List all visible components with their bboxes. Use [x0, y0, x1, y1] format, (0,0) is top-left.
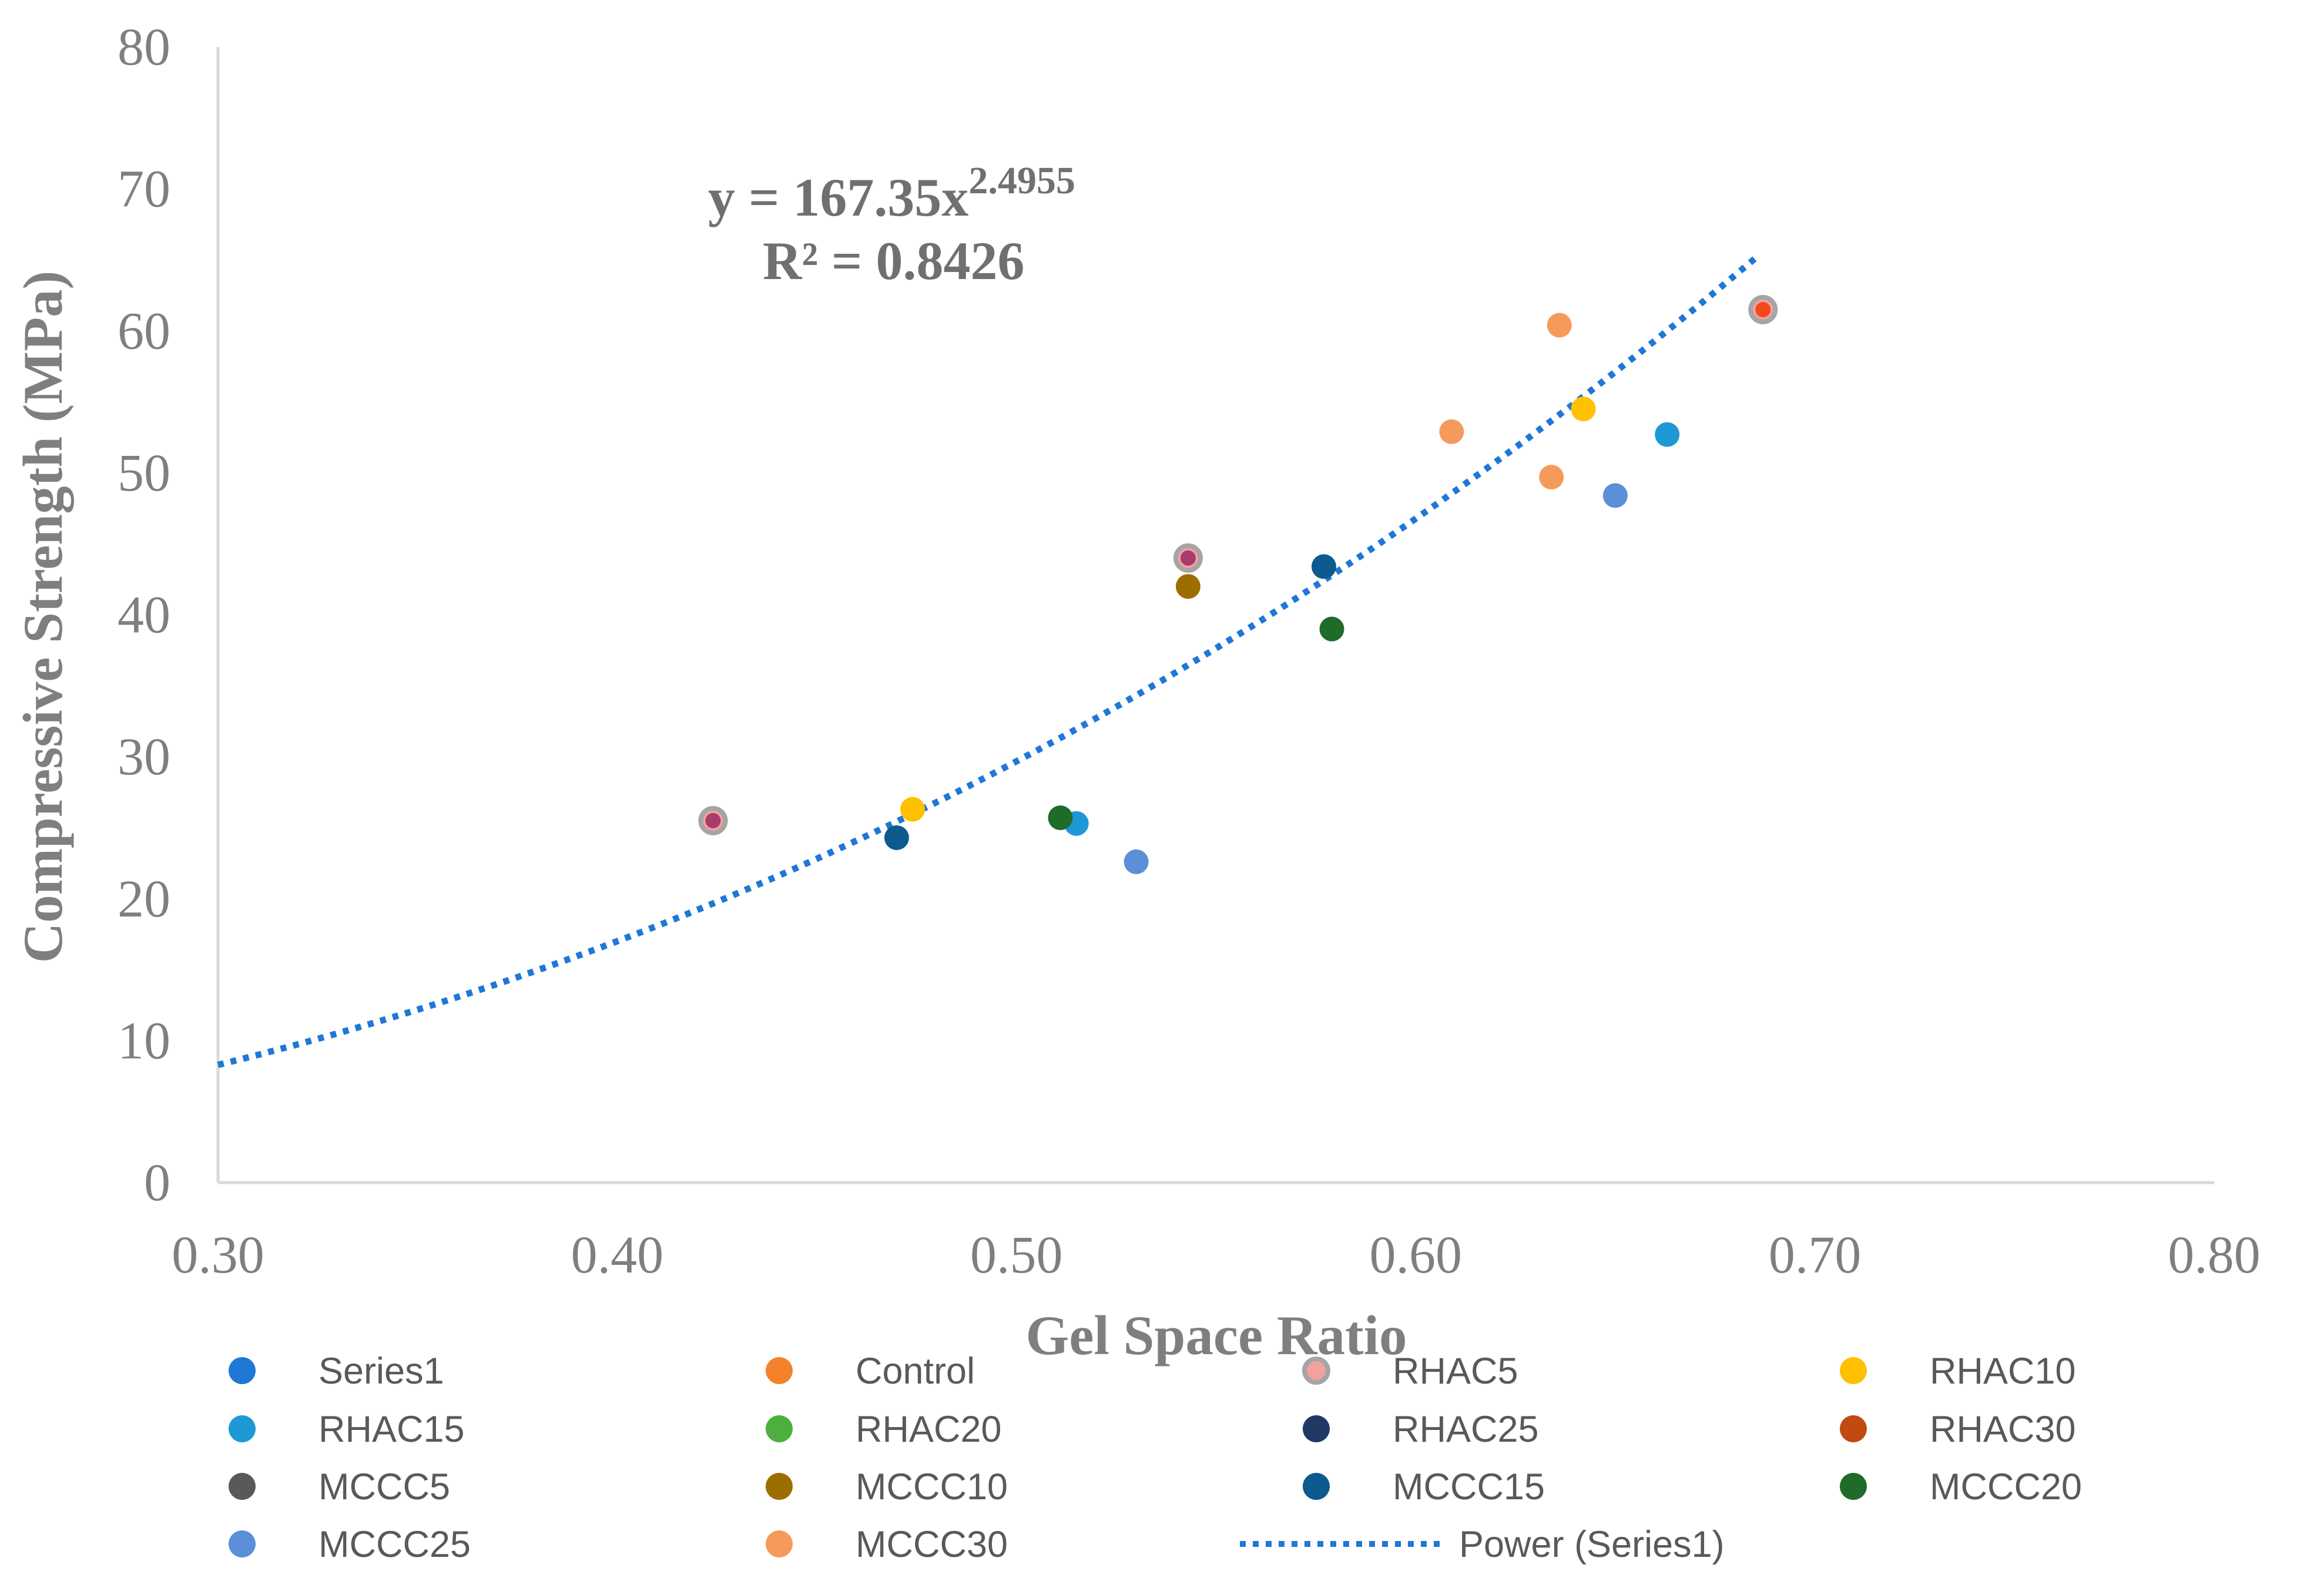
y-tick-label: 20: [118, 870, 170, 928]
point-overlay: [1755, 302, 1771, 318]
y-axis-title: Compressive Strength (MPa): [12, 271, 74, 963]
equation-exponent: 2.4955: [968, 159, 1075, 202]
legend-swatch-mccc25: [229, 1530, 256, 1557]
y-tick-label: 60: [118, 302, 170, 360]
y-tick-label: 30: [118, 728, 170, 786]
legend-swatch-rhac10: [1840, 1357, 1867, 1384]
legend-label-rhac20: RHAC20: [856, 1409, 1002, 1450]
legend-label-rhac25: RHAC25: [1393, 1409, 1539, 1450]
legend-label-mccc25: MCCC25: [318, 1524, 471, 1565]
point-mccc30: [1547, 313, 1572, 338]
x-tick-label: 0.40: [571, 1226, 664, 1284]
trendline-equation: y = 167.35x2.4955: [708, 159, 1075, 227]
x-axis-tick-labels: 0.30 0.40 0.50 0.60 0.70 0.80: [172, 1226, 2261, 1284]
legend-label-rhac30: RHAC30: [1930, 1409, 2076, 1450]
legend-label-mccc20: MCCC20: [1930, 1466, 2082, 1508]
x-tick-label: 0.80: [2168, 1226, 2261, 1284]
x-tick-label: 0.30: [172, 1226, 264, 1284]
legend-swatch-mccc5: [229, 1473, 256, 1500]
y-tick-label: 80: [118, 18, 170, 76]
legend-swatch-rhac5: [1302, 1357, 1330, 1385]
data-points: [698, 295, 1778, 874]
legend-swatch-rhac15: [229, 1415, 256, 1442]
legend-label-mccc15: MCCC15: [1393, 1466, 1545, 1508]
x-tick-label: 0.50: [970, 1226, 1063, 1284]
y-tick-label: 0: [144, 1154, 170, 1212]
equation-prefix: y = 167.35x: [708, 167, 968, 227]
legend-swatch-mccc15: [1303, 1473, 1330, 1500]
legend-swatch-rhac30: [1840, 1415, 1867, 1442]
legend-swatch-series1: [229, 1357, 256, 1384]
point-rhac10: [900, 797, 925, 822]
point-mccc20: [1048, 805, 1073, 831]
legend-label-mccc30: MCCC30: [856, 1524, 1008, 1565]
point-mccc10: [1175, 574, 1200, 599]
y-tick-label: 40: [118, 586, 170, 644]
legend-label-rhac15: RHAC15: [318, 1409, 465, 1450]
legend: Series1 Control RHAC5 RHAC10 RHAC15 RHAC20 RHA…: [229, 1351, 2082, 1565]
x-axis-title: Gel Space Ratio: [1025, 1304, 1407, 1367]
y-tick-label: 50: [118, 444, 170, 502]
point-mccc15: [1311, 554, 1336, 579]
legend-swatch-mccc30: [766, 1530, 793, 1557]
legend-label-control: Control: [856, 1351, 975, 1392]
point-mccc15: [884, 825, 909, 850]
legend-label-power-series1: Power (Series1): [1459, 1524, 1725, 1565]
point-rhac15: [1655, 422, 1680, 447]
legend-swatch-rhac20: [766, 1415, 793, 1442]
legend-label-rhac5: RHAC5: [1393, 1351, 1518, 1392]
x-tick-label: 0.70: [1769, 1226, 1862, 1284]
legend-label-mccc10: MCCC10: [856, 1466, 1008, 1508]
x-tick-label: 0.60: [1369, 1226, 1462, 1284]
point-mccc30: [1439, 419, 1464, 444]
y-tick-label: 10: [118, 1012, 170, 1070]
point-rhac10: [1571, 397, 1596, 422]
legend-swatch-mccc10: [766, 1473, 793, 1500]
legend-label-series1: Series1: [318, 1351, 444, 1392]
legend-label-rhac10: RHAC10: [1930, 1351, 2076, 1392]
power-trendline: [217, 256, 1758, 1068]
point-mccc25: [1124, 849, 1149, 874]
legend-swatch-control: [766, 1357, 793, 1384]
r-squared-label: R² = 0.8426: [763, 231, 1024, 291]
point-overlay: [1180, 550, 1196, 566]
point-mccc25: [1602, 483, 1628, 508]
legend-swatch-rhac25: [1303, 1415, 1330, 1442]
y-tick-label: 70: [118, 160, 170, 219]
legend-label-mccc5: MCCC5: [318, 1466, 450, 1508]
y-axis-tick-labels: 0 10 20 30 40 50 60 70 80: [118, 18, 170, 1212]
point-mccc20: [1319, 616, 1344, 642]
point-mccc30: [1539, 465, 1564, 490]
legend-swatch-mccc20: [1840, 1473, 1867, 1500]
point-overlay: [705, 813, 721, 828]
